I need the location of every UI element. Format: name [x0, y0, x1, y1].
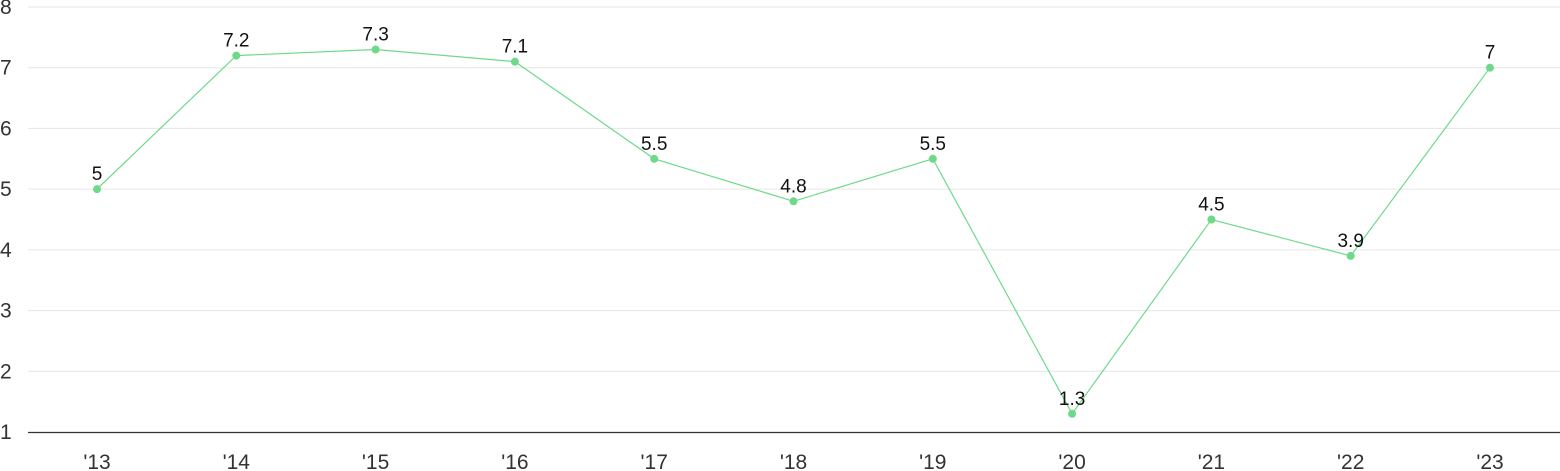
data-point [93, 185, 101, 194]
data-point [1486, 63, 1494, 72]
data-label: 3.9 [1337, 231, 1363, 252]
x-tick-label: '17 [641, 451, 668, 471]
x-axis-tick-labels: '13 '14 '15 '16 '17 '18 '19 '20 '21 '22 '23 [83, 451, 1503, 471]
y-tick-label: 3 [0, 300, 12, 323]
x-tick-label: '23 [1476, 451, 1503, 471]
data-point [789, 197, 798, 206]
x-tick-label: '21 [1198, 451, 1225, 471]
data-point [232, 51, 241, 60]
data-label: 1.3 [1059, 389, 1085, 410]
x-tick-label: '13 [83, 451, 110, 471]
data-label: 5 [92, 164, 103, 185]
data-label: 4.5 [1198, 195, 1224, 216]
data-point [1068, 409, 1077, 418]
x-tick-label: '14 [223, 451, 251, 471]
data-label: 7 [1485, 43, 1496, 64]
data-point [928, 154, 937, 163]
y-tick-label: 8 [0, 0, 12, 19]
data-point [510, 57, 519, 66]
y-tick-label: 1 [0, 421, 12, 444]
y-tick-label: 6 [0, 117, 12, 140]
y-tick-label: 4 [0, 239, 12, 262]
y-axis-tick-labels: 1 2 3 4 5 6 7 8 [0, 0, 12, 444]
x-tick-label: '20 [1058, 451, 1085, 471]
data-label: 5.5 [920, 134, 946, 155]
series-line [96, 48, 1491, 415]
data-labels: 5 7.2 7.3 7.1 5.5 4.8 5.5 1.3 4.5 3.9 7 [92, 25, 1496, 410]
x-tick-label: '22 [1337, 451, 1364, 471]
series-line-group [96, 48, 1491, 415]
x-tick-label: '15 [362, 451, 389, 471]
data-label: 7.3 [362, 25, 388, 46]
y-tick-label: 2 [0, 360, 12, 383]
data-points [93, 45, 1494, 418]
x-tick-label: '18 [780, 451, 807, 471]
data-point [1207, 215, 1216, 224]
data-point [650, 154, 659, 163]
data-point [371, 45, 380, 54]
data-label: 7.2 [223, 31, 249, 52]
y-tick-label: 7 [0, 57, 12, 80]
x-tick-label: '19 [919, 451, 946, 471]
gridlines [28, 6, 1560, 434]
data-label: 7.1 [502, 37, 528, 58]
data-point [1346, 251, 1355, 260]
y-tick-label: 5 [0, 178, 12, 201]
data-label: 5.5 [641, 134, 667, 155]
x-tick-label: '16 [501, 451, 528, 471]
data-label: 4.8 [780, 176, 806, 197]
